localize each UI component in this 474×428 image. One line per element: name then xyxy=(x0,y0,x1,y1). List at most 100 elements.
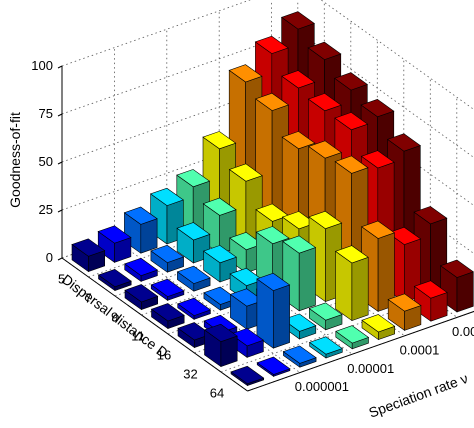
z-tick xyxy=(57,209,63,213)
z-tick xyxy=(57,65,63,69)
bar xyxy=(124,257,159,282)
bar-face-top xyxy=(256,272,291,291)
z-tick xyxy=(57,161,63,165)
bar xyxy=(361,314,396,341)
bar-face-top xyxy=(149,187,184,206)
bar-face-top xyxy=(176,265,211,284)
bar-face-top xyxy=(387,293,422,312)
bar-face-top xyxy=(123,206,158,225)
bar-face-top xyxy=(308,336,343,355)
z-tick-label: 100 xyxy=(31,58,53,73)
bar-face-left xyxy=(335,250,353,322)
bars xyxy=(71,11,474,387)
bar-face-top xyxy=(334,155,369,174)
bar xyxy=(334,245,369,322)
bar-face-top xyxy=(255,92,290,111)
bar xyxy=(124,284,159,311)
bar-face-top xyxy=(228,64,263,83)
bar xyxy=(150,244,185,273)
bar-face-right xyxy=(456,271,474,313)
bar-face-top xyxy=(202,197,237,216)
z-tick xyxy=(57,257,63,261)
bar-face-top xyxy=(307,41,342,60)
x-tick-label: 11 xyxy=(131,329,145,344)
bar-face-top xyxy=(230,365,265,385)
bar xyxy=(413,280,448,322)
floor-gridline xyxy=(114,239,301,373)
bar xyxy=(230,328,265,358)
floor-gridline xyxy=(166,220,353,355)
bar-face-top xyxy=(202,131,237,150)
bar-face-top xyxy=(228,163,263,182)
bar xyxy=(71,238,106,273)
axes: 0 25 50 75 100 5 7 9 11 16 32 64 0.000001 0.00001 0.00… xyxy=(31,58,474,401)
bar xyxy=(97,225,132,263)
z-tick-label: 50 xyxy=(39,154,53,169)
bar xyxy=(387,293,422,331)
z-tick-label: 25 xyxy=(39,202,53,217)
bar xyxy=(203,323,238,368)
bar-face-top xyxy=(280,11,315,30)
x-tick-label: 64 xyxy=(210,386,224,401)
z-tick xyxy=(57,113,63,117)
bar-face-top xyxy=(124,284,159,303)
bar-face-right xyxy=(298,247,316,312)
bar-face-top xyxy=(282,235,317,254)
bar-face-top xyxy=(307,93,342,112)
bar-face-top xyxy=(202,245,237,264)
bar-face-top xyxy=(281,70,316,89)
bar-face-top xyxy=(413,280,448,299)
bar-face-top xyxy=(387,226,422,245)
bar-face-top xyxy=(150,244,185,263)
bar-face-top xyxy=(255,226,290,245)
x-tick-label: 5 xyxy=(58,272,65,287)
z-axis-label: Goodness-of-fit xyxy=(7,112,23,208)
bar-face-top xyxy=(97,268,132,288)
bar-face-right xyxy=(272,284,290,349)
bar xyxy=(256,272,291,349)
bar-face-top xyxy=(361,220,396,239)
bar-face-top xyxy=(176,222,211,241)
bar-face-top xyxy=(150,278,185,297)
bar-face-top xyxy=(177,297,212,316)
y-tick-label: 0.000001 xyxy=(295,379,349,394)
bar-face-top xyxy=(361,314,396,333)
x-tick-label: 7 xyxy=(85,291,92,306)
z-tick-label: 0 xyxy=(46,250,53,265)
bar-face-top xyxy=(124,257,159,277)
bar-face-top xyxy=(308,140,343,159)
bar-face-top xyxy=(71,238,106,257)
floor-gridline xyxy=(218,202,405,337)
bar-face-top xyxy=(97,225,132,244)
bar-face-top xyxy=(334,245,369,264)
bar xyxy=(230,365,265,387)
bar xyxy=(150,303,185,330)
bar-face-top xyxy=(282,345,317,364)
bar xyxy=(150,278,185,301)
bar-face-top xyxy=(386,133,421,152)
bar-face-top xyxy=(230,328,265,347)
bar-face-top xyxy=(360,98,395,118)
bar-face-top xyxy=(413,206,448,225)
bar-face-top xyxy=(308,210,343,230)
bar-face-top xyxy=(308,302,343,321)
x-axis-line xyxy=(61,257,248,392)
y-tick-label: 0.001 xyxy=(452,324,474,339)
bar-face-top xyxy=(335,325,370,344)
bar-face-right xyxy=(351,256,369,322)
bar-face-top xyxy=(360,150,395,169)
bar-face-top xyxy=(203,323,238,343)
x-tick-label: 9 xyxy=(111,310,118,325)
bar xyxy=(282,345,317,368)
bar-face-top xyxy=(334,112,369,131)
x-tick-label: 32 xyxy=(183,367,197,382)
bar xyxy=(97,268,132,292)
bar xyxy=(177,297,212,320)
bar xyxy=(256,356,291,377)
bar xyxy=(176,265,211,292)
bar-face-top xyxy=(254,35,289,54)
bar xyxy=(202,245,237,283)
bar xyxy=(308,336,343,359)
